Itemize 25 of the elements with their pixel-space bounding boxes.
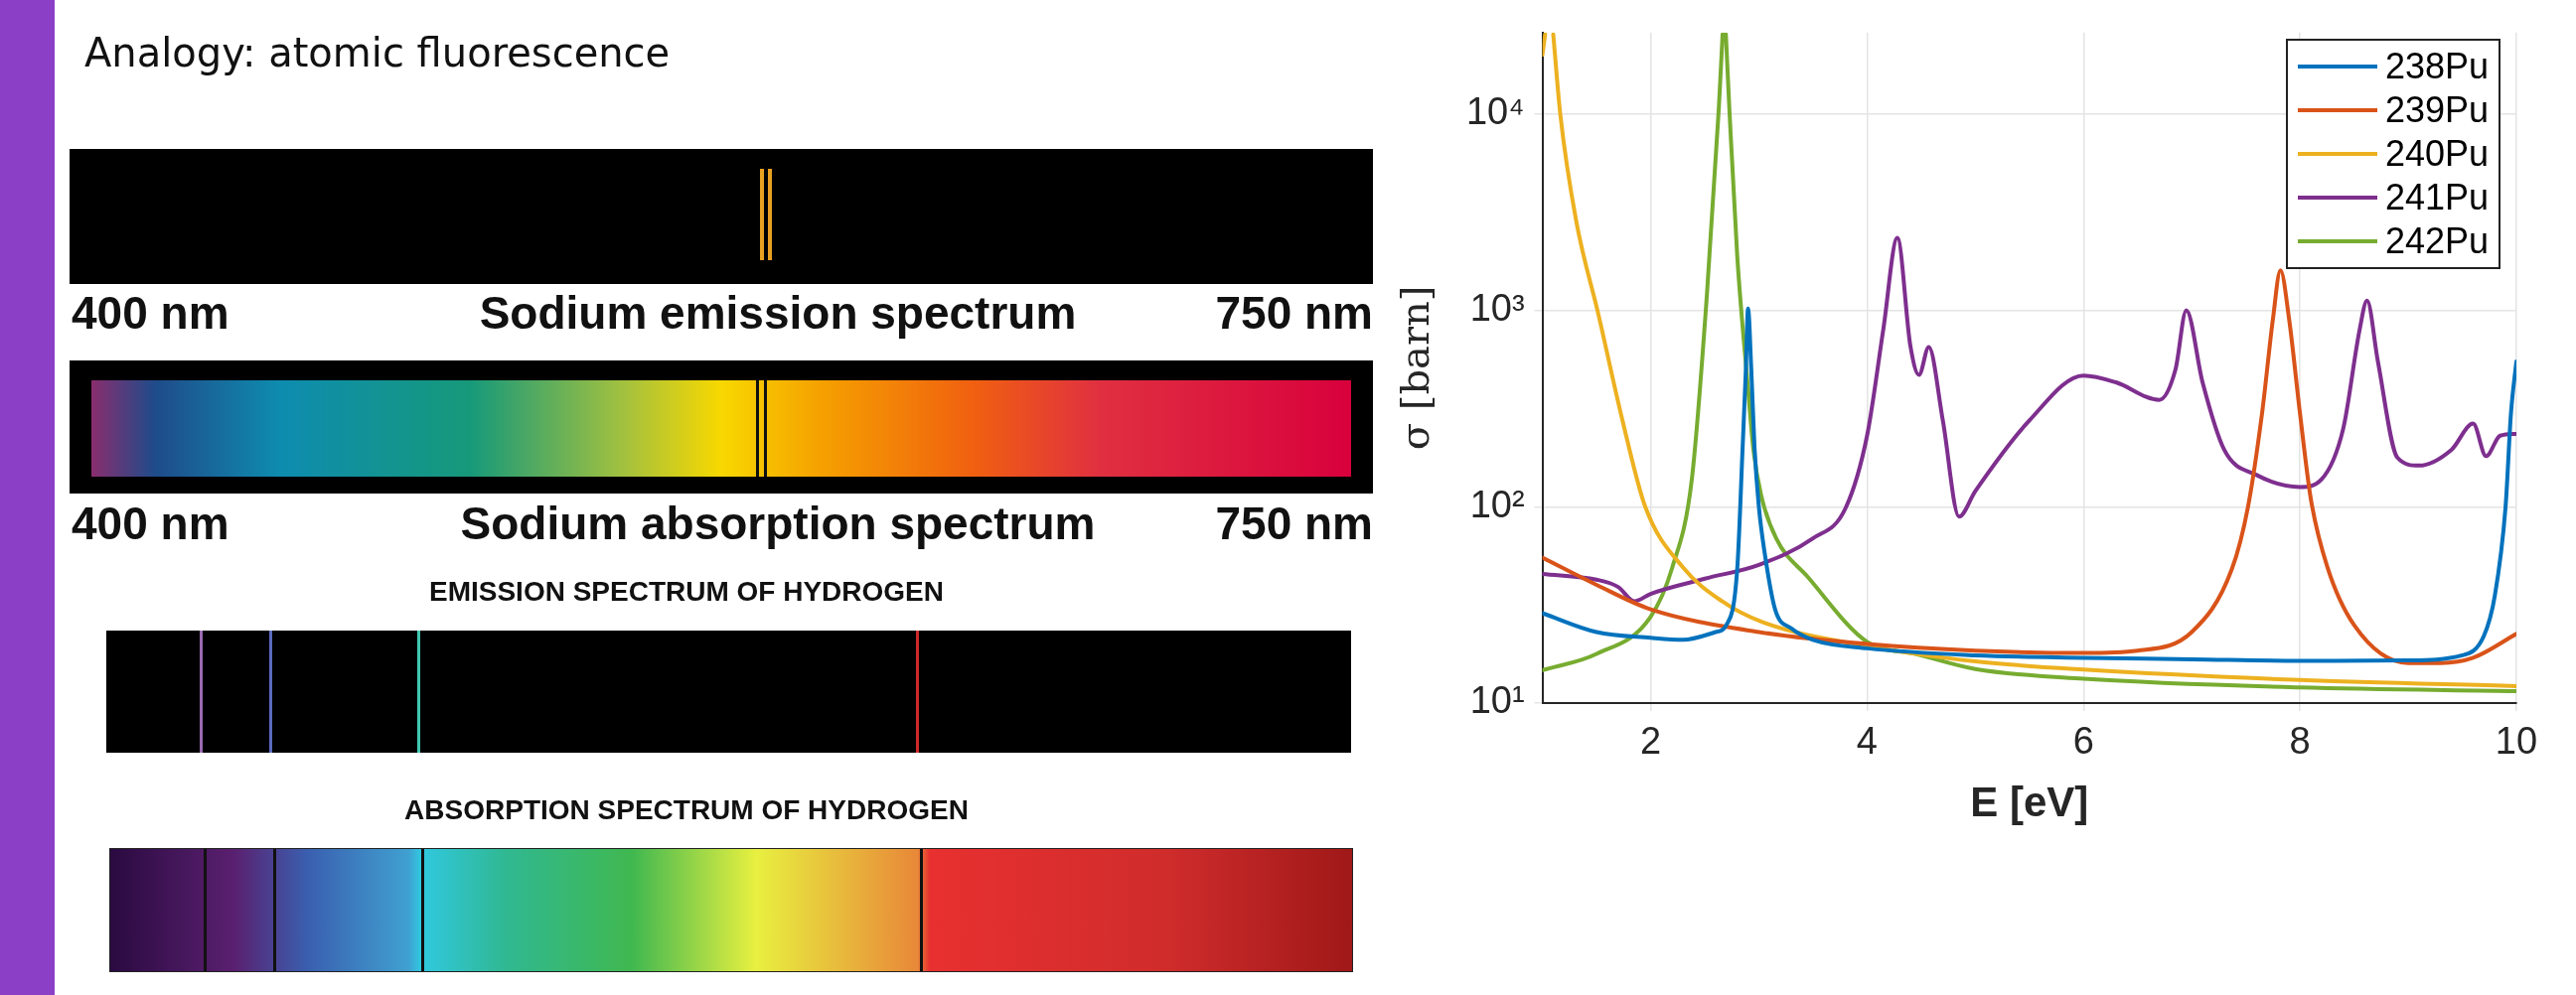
text: ABSORPTION SPECTRUM OF HYDROGEN: [404, 794, 969, 826]
y-tick-label: 10¹: [1469, 679, 1525, 722]
y-tick-label: 10²: [1469, 483, 1525, 525]
x-tick-label: 8: [2289, 720, 2311, 763]
y-tick-label: 10³: [1469, 287, 1525, 330]
y-tick-label: 10⁴: [1465, 90, 1525, 133]
legend-label: 238Pu: [2385, 45, 2490, 87]
legend-label: 240Pu: [2385, 132, 2490, 175]
x-tick-label: 10: [2495, 720, 2538, 763]
x-tick-label: 2: [1639, 720, 1662, 763]
x-tick-label: 4: [1856, 720, 1878, 763]
text: EMISSION SPECTRUM OF HYDROGEN: [428, 576, 945, 608]
legend-label: 242Pu: [2385, 219, 2490, 262]
legend-label: 239Pu: [2385, 88, 2490, 131]
text: 400 nm: [72, 497, 229, 550]
legend-label: 241Pu: [2385, 176, 2490, 218]
text: Sodium emission spectrum: [479, 286, 1077, 340]
text: Sodium absorption spectrum: [460, 497, 1096, 550]
x-axis-title: E [eV]: [1970, 779, 2089, 826]
x-tick-label: 6: [2072, 720, 2094, 763]
y-axis-title: σ [barn]: [1392, 285, 1439, 451]
text: Analogy: atomic fluorescence: [84, 30, 671, 75]
text: 400 nm: [72, 286, 229, 340]
text: 750 nm: [1215, 286, 1373, 340]
text: 750 nm: [1215, 497, 1373, 550]
